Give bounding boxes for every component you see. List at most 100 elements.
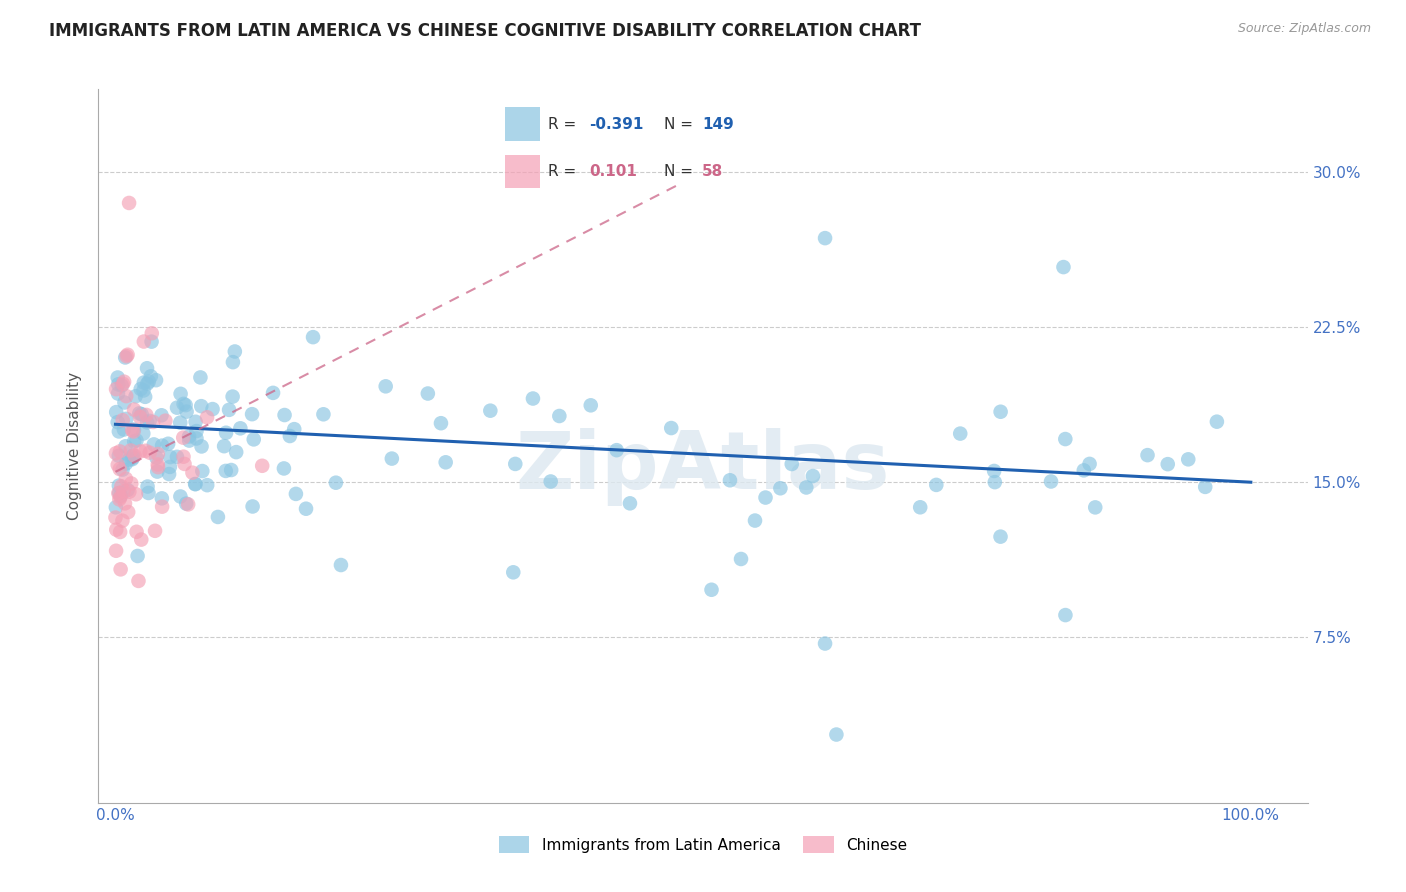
Point [302,330,325,344]
Point [150,409,173,423]
Point [136,479,159,493]
Point [124,449,146,463]
Point [177,429,200,443]
Point [780,457,803,471]
Point [142,415,165,429]
Legend: Immigrants from Latin America, Chinese: Immigrants from Latin America, Chinese [492,830,914,859]
Point [108,462,131,476]
Point [195,478,218,492]
Point [744,514,766,528]
Point [122,450,145,465]
Point [150,439,173,453]
Point [104,446,127,460]
Point [1157,457,1180,471]
Text: N =: N = [664,164,693,179]
Point [107,486,129,500]
Point [114,439,136,453]
Point [139,369,162,384]
Point [146,458,169,472]
Point [117,483,139,497]
Point [201,402,224,417]
Point [108,486,131,500]
Point [1078,457,1101,471]
Point [122,402,145,417]
Point [215,425,238,440]
Point [124,389,146,403]
Point [1054,608,1077,623]
Point [146,465,169,479]
Point [110,490,132,504]
Point [925,478,948,492]
Point [177,497,200,511]
Point [118,452,141,467]
Point [430,416,453,430]
Point [225,445,247,459]
Point [195,410,218,425]
Point [132,334,155,349]
Text: Source: ZipAtlas.com: Source: ZipAtlas.com [1237,22,1371,36]
Point [107,415,129,429]
Text: N =: N = [664,117,693,132]
Point [115,457,138,471]
Point [522,392,544,406]
Point [118,484,141,499]
Point [122,434,145,449]
Point [150,491,173,506]
Point [1177,452,1199,467]
Y-axis label: Cognitive Disability: Cognitive Disability [67,372,83,520]
Point [240,407,263,421]
Point [127,549,149,563]
Point [434,455,457,469]
Point [120,443,142,458]
Point [1205,415,1227,429]
Point [166,450,188,464]
Point [105,405,128,419]
Point [295,501,318,516]
Point [112,423,135,437]
Point [176,404,198,418]
Point [229,421,252,435]
Point [108,444,131,458]
Point [129,409,152,424]
Point [212,439,235,453]
Point [273,461,295,475]
Text: ZipAtlas: ZipAtlas [516,428,890,507]
Point [157,436,180,450]
Point [145,450,167,465]
Point [262,385,284,400]
Point [110,489,132,503]
Point [579,398,602,412]
Point [143,524,166,538]
Point [135,408,157,422]
Text: 149: 149 [702,117,734,132]
Point [814,231,837,245]
Point [117,505,139,519]
Point [191,464,214,478]
Text: -0.391: -0.391 [589,117,644,132]
Point [1054,432,1077,446]
Point [129,382,152,396]
Point [105,523,128,537]
Point [131,407,153,421]
Point [132,376,155,390]
Text: 58: 58 [702,164,723,179]
Point [278,429,301,443]
Point [173,397,195,411]
Point [1136,448,1159,462]
Point [325,475,347,490]
Point [108,492,131,507]
Point [242,500,264,514]
Point [117,348,139,362]
Point [122,423,145,437]
Point [146,460,169,475]
Point [112,375,135,389]
Point [190,370,212,384]
Point [155,414,177,428]
Point [112,395,135,409]
Point [179,434,201,448]
Point [1073,463,1095,477]
Point [186,424,208,438]
Point [104,510,127,524]
Point [105,382,128,396]
Point [184,415,207,429]
